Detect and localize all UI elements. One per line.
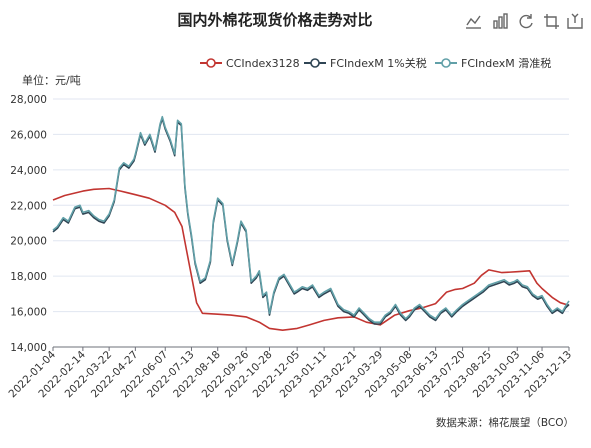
y-axis: 14,000 16,000 18,000 20,000 22,000 24,000 26,0… — [10, 94, 47, 354]
bar-chart-icon[interactable] — [493, 13, 508, 29]
toolbox — [466, 13, 583, 29]
legend-label-fcindexm-sliding: FCIndexM 滑准税 — [461, 56, 551, 70]
y-tick-label: 16,000 — [10, 307, 47, 319]
series-line-fcindexm-1pct — [52, 117, 570, 325]
crop-icon[interactable] — [544, 14, 559, 29]
legend-item-fcindexm-sliding[interactable]: FCIndexM 滑准税 — [435, 56, 551, 70]
y-tick-label: 20,000 — [10, 236, 47, 248]
unit-label: 单位：元/吨 — [22, 73, 81, 87]
series-line-fcindexm-sliding — [52, 115, 570, 324]
y-tick-label: 18,000 — [10, 271, 47, 283]
legend-label-fcindexm-1pct: FCIndexM 1%关税 — [330, 56, 427, 70]
legend-marker-ccindex3128 — [206, 58, 216, 68]
y-tick-label: 24,000 — [10, 165, 47, 177]
series-lines — [52, 115, 570, 332]
y-tick-label: 28,000 — [10, 94, 47, 106]
y-tick-label: 22,000 — [10, 200, 47, 212]
restore-icon[interactable] — [519, 14, 533, 29]
legend-marker-fcindexm-sliding — [441, 58, 451, 68]
save-icon[interactable] — [567, 13, 583, 29]
chart-title: 国内外棉花现货价格走势对比 — [177, 11, 372, 29]
grid-lines — [53, 98, 569, 348]
legend-marker-fcindexm-1pct — [310, 58, 320, 68]
legend-item-ccindex3128[interactable]: CCIndex3128 — [200, 57, 300, 70]
legend: CCIndex3128 FCIndexM 1%关税 FCIndexM 滑准税 — [200, 56, 551, 70]
series-line-ccindex3128 — [52, 187, 570, 332]
legend-item-fcindexm-1pct[interactable]: FCIndexM 1%关税 — [304, 56, 427, 70]
source-label: 数据来源：棉花展望（BCO） — [436, 416, 574, 429]
line-chart-icon[interactable] — [466, 15, 481, 29]
y-tick-label: 14,000 — [10, 342, 47, 354]
legend-label-ccindex3128: CCIndex3128 — [226, 57, 300, 70]
x-axis: 2022-01-042022-02-142022-03-222022-04-27… — [6, 346, 574, 400]
y-tick-label: 26,000 — [10, 129, 47, 141]
